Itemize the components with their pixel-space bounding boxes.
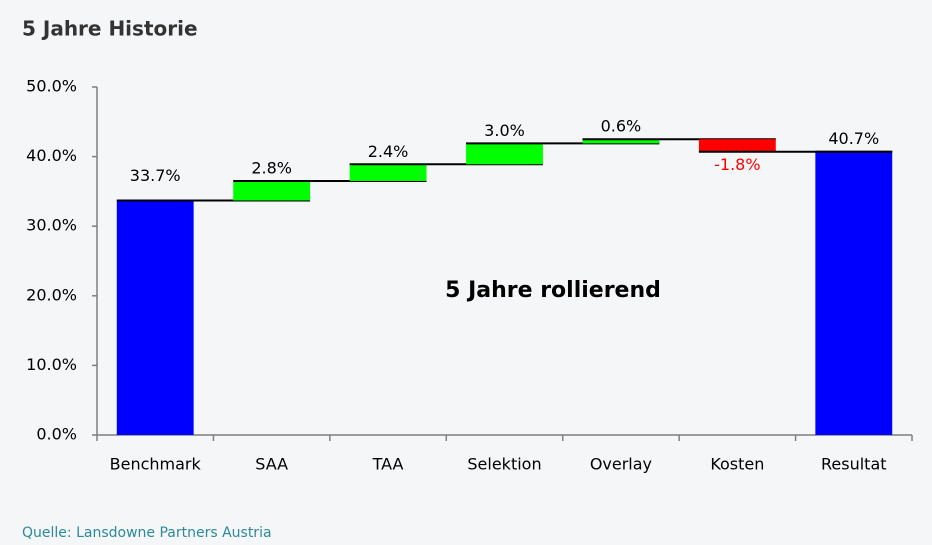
value-label: 0.6%	[601, 117, 642, 136]
bar	[116, 200, 194, 435]
bar	[233, 180, 311, 201]
y-tick-label: 30.0%	[26, 216, 77, 235]
x-tick-label: TAA	[372, 455, 404, 474]
y-tick-label: 10.0%	[26, 355, 77, 374]
annotation: 5 Jahre rollierend	[445, 278, 661, 303]
bar	[466, 143, 543, 165]
y-tick-label: 40.0%	[26, 146, 77, 165]
bar	[815, 151, 893, 435]
value-label: 2.4%	[368, 142, 409, 161]
x-tick-label: Selektion	[467, 455, 541, 474]
value-label: 3.0%	[484, 121, 525, 140]
bar	[582, 139, 660, 144]
y-tick-label: 0.0%	[36, 425, 77, 444]
value-label: -1.8%	[714, 155, 760, 174]
value-label: 2.8%	[251, 158, 292, 177]
x-tick-label: Overlay	[590, 455, 652, 474]
bar	[349, 164, 427, 181]
x-tick-label: Kosten	[710, 455, 764, 474]
x-tick-label: SAA	[255, 455, 288, 474]
y-tick-label: 20.0%	[26, 285, 77, 304]
chart-title: 5 Jahre Historie	[22, 17, 198, 41]
value-label: 40.7%	[828, 129, 879, 148]
x-tick-label: Benchmark	[110, 455, 202, 474]
bar	[698, 139, 776, 152]
value-label: 33.7%	[130, 166, 181, 185]
x-tick-label: Resultat	[821, 455, 887, 474]
source: Quelle: Lansdowne Partners Austria	[22, 525, 272, 541]
y-tick-label: 50.0%	[26, 77, 77, 96]
